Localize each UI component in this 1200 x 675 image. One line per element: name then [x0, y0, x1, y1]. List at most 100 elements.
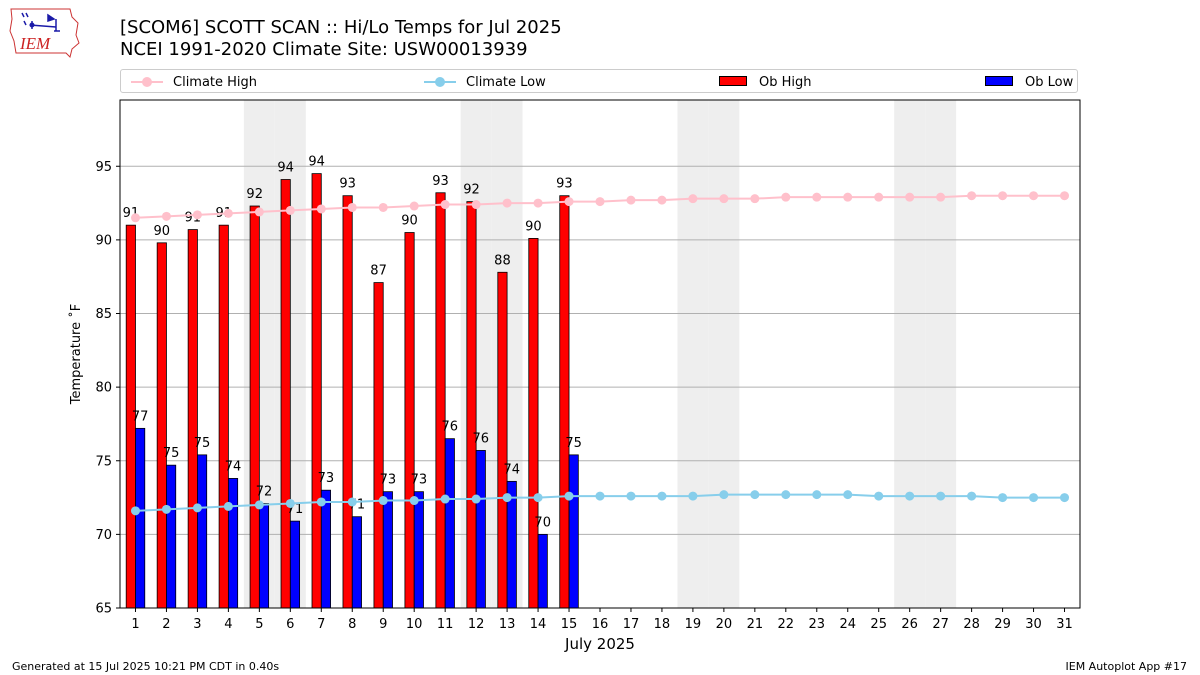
point-climate-low: [533, 493, 543, 503]
point-climate-low: [626, 491, 636, 501]
point-climate-low: [843, 490, 853, 500]
data-label-ob-high: 94: [277, 161, 294, 176]
point-climate-high: [471, 200, 481, 210]
line-climate-low: [135, 493, 1065, 512]
data-label-ob-high: 91: [215, 206, 232, 221]
legend-label-ob-high: Ob High: [759, 74, 812, 90]
x-tick-label: 23: [809, 617, 826, 632]
data-label-ob-high: 91: [185, 211, 202, 226]
point-climate-low: [409, 496, 419, 506]
legend-label-climate-low: Climate Low: [466, 74, 546, 90]
x-tick-label: 3: [193, 617, 201, 632]
point-climate-high: [192, 210, 202, 220]
x-tick-label: 21: [747, 617, 764, 632]
plot-frame: [119, 99, 1081, 609]
point-climate-high: [905, 192, 915, 202]
point-climate-high: [254, 207, 264, 217]
autoplot-app-label: IEM Autoplot App #17: [1065, 660, 1188, 673]
bar-ob-low: [258, 503, 270, 609]
data-label-ob-low: 73: [318, 471, 335, 486]
point-climate-low: [502, 493, 512, 503]
x-tick-label: 14: [530, 617, 547, 632]
generated-timestamp: Generated at 15 Jul 2025 10:21 PM CDT in…: [12, 660, 280, 673]
point-climate-high: [285, 205, 295, 215]
point-climate-high: [936, 192, 946, 202]
data-label-ob-high: 94: [308, 155, 325, 170]
x-tick-label: 27: [932, 617, 949, 632]
point-climate-low: [223, 501, 233, 511]
x-tick-label: 1: [131, 617, 139, 632]
point-climate-high: [750, 194, 760, 204]
y-tick-label: 90: [95, 233, 112, 248]
bar-ob-high: [528, 238, 539, 609]
point-climate-low: [595, 491, 605, 501]
bar-ob-high: [342, 195, 353, 609]
bar-ob-high: [280, 179, 291, 609]
bar-ob-high: [559, 195, 570, 609]
legend-item-ob-high: Ob High: [717, 70, 812, 94]
bar-ob-low: [166, 464, 177, 609]
point-climate-high: [440, 200, 450, 210]
point-climate-high: [843, 192, 853, 202]
point-climate-high: [998, 191, 1008, 201]
legend-item-ob-low: Ob Low: [983, 70, 1073, 94]
x-tick-label: 10: [406, 617, 423, 632]
data-label-ob-high: 92: [463, 183, 480, 198]
x-tick-label: 11: [437, 617, 454, 632]
point-climate-high: [502, 198, 512, 208]
point-climate-high: [626, 195, 636, 205]
x-tick-label: 2: [162, 617, 170, 632]
bar-ob-low: [537, 533, 548, 609]
point-climate-low: [471, 494, 481, 504]
bar-ob-high: [497, 271, 508, 609]
legend-label-ob-low: Ob Low: [1025, 74, 1074, 90]
point-climate-high: [161, 211, 171, 221]
weekend-shading: [243, 100, 275, 608]
weekend-shading: [894, 100, 926, 608]
x-tick-label: 19: [685, 617, 702, 632]
y-tick-label: 85: [95, 307, 112, 322]
point-climate-high: [409, 201, 419, 211]
bar-ob-low: [197, 454, 208, 609]
y-axis-label: Temperature ˚F: [68, 304, 84, 405]
x-tick-label: 30: [1025, 617, 1042, 632]
data-label-ob-low: 76: [442, 420, 459, 435]
x-tick-label: 18: [654, 617, 671, 632]
weekend-shading: [708, 100, 740, 608]
x-tick-label: 13: [499, 617, 516, 632]
point-climate-high: [564, 197, 574, 207]
bar-ob-high: [249, 205, 260, 609]
y-tick-label: 95: [95, 160, 112, 175]
data-label-ob-low: 71: [349, 498, 366, 513]
x-tick-label: 9: [379, 617, 387, 632]
point-climate-low: [812, 490, 822, 500]
data-label-ob-high: 91: [123, 206, 140, 221]
data-label-ob-high: 88: [494, 253, 511, 268]
weather-station-icon: [21, 12, 60, 32]
x-tick-label: 17: [623, 617, 640, 632]
y-tick-label: 80: [95, 381, 112, 396]
data-label-ob-low: 77: [132, 409, 149, 424]
point-climate-low: [161, 504, 171, 514]
point-climate-low: [347, 497, 357, 507]
data-label-ob-high: 87: [370, 264, 387, 279]
point-climate-high: [316, 204, 326, 214]
point-climate-high: [130, 213, 140, 223]
y-tick-label: 65: [95, 602, 112, 617]
bar-ob-high: [156, 242, 167, 609]
point-climate-low: [874, 491, 884, 501]
data-label-ob-low: 72: [256, 484, 273, 499]
weekend-shading: [677, 100, 709, 608]
point-climate-high: [595, 197, 605, 207]
bar-ob-low: [568, 454, 579, 609]
point-climate-low: [564, 491, 574, 501]
data-label-ob-high: 93: [556, 177, 573, 192]
data-label-ob-low: 74: [503, 462, 520, 477]
bar-ob-low: [135, 427, 146, 609]
point-climate-low: [440, 494, 450, 504]
bar-ob-low: [320, 489, 331, 609]
chart-subtitle: NCEI 1991-2020 Climate Site: USW00013939: [120, 39, 528, 60]
data-label-ob-high: 90: [525, 219, 542, 234]
chart-title: [SCOM6] SCOTT SCAN :: Hi/Lo Temps for Ju…: [120, 17, 562, 38]
bar-ob-high: [218, 224, 229, 609]
